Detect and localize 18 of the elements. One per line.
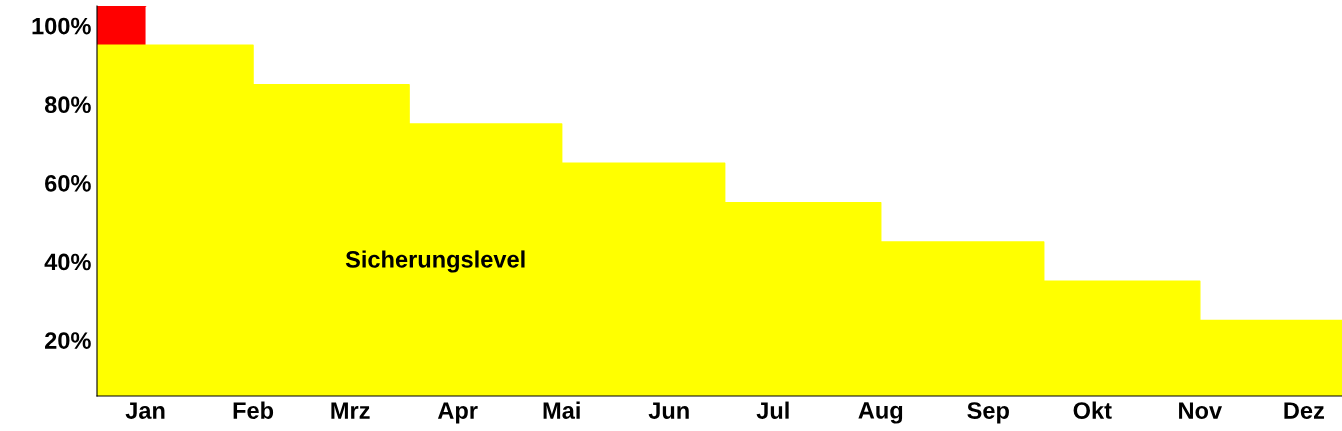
y-tick-label: 40%	[44, 253, 91, 271]
x-tick-label: Dez	[1284, 402, 1324, 419]
x-tick-label: Sep	[967, 402, 1009, 424]
x-tick-label: Nov	[1179, 402, 1223, 419]
x-tick-label: Jul	[756, 401, 789, 419]
x-tick-label: Jun	[648, 402, 689, 419]
x-tick-label: Mrz	[331, 402, 370, 419]
x-tick-label: Okt	[1073, 401, 1112, 419]
x-tick-label: Apr	[437, 402, 478, 424]
y-tick-label: 20%	[45, 332, 91, 349]
y-tick-label: 80%	[44, 96, 91, 114]
x-tick-label: Aug	[858, 402, 903, 424]
y-tick-label: 100%	[32, 17, 91, 35]
x-tick-label: Mai	[543, 401, 580, 419]
y-tick-label: 60%	[45, 174, 91, 192]
annotation: Sicherungslevel	[345, 250, 525, 273]
x-tick-label: Feb	[233, 401, 274, 419]
x-tick-label: Jan	[125, 402, 165, 419]
